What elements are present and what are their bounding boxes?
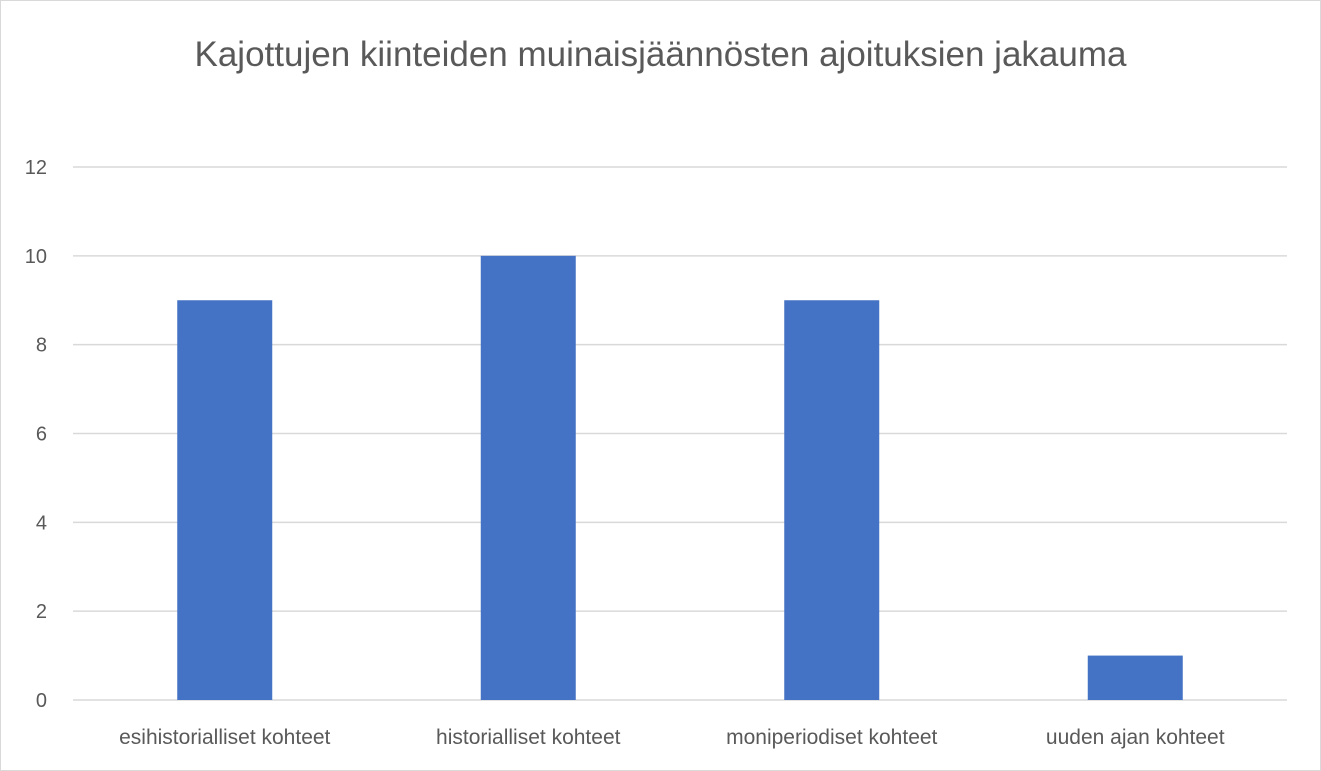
y-axis-ticks: 0 2 4 6 8 10 12 (25, 157, 47, 712)
y-tick-label: 8 (36, 335, 47, 357)
x-category-label: historialliset kohteet (436, 726, 621, 749)
y-tick-label: 2 (36, 601, 47, 623)
y-tick-label: 10 (25, 246, 47, 268)
y-tick-label: 0 (36, 690, 47, 712)
bar (1087, 655, 1183, 700)
chart-title: Kajottujen kiinteiden muinaisjäännösten … (194, 35, 1127, 74)
x-axis-labels: esihistorialliset kohteet historialliset … (119, 726, 1225, 749)
bars (177, 255, 1183, 701)
y-tick-label: 6 (36, 424, 47, 446)
bar (177, 300, 273, 700)
x-category-label: moniperiodiset kohteet (726, 726, 937, 749)
gridlines (73, 166, 1287, 701)
y-tick-label: 12 (25, 157, 47, 179)
bar (784, 300, 880, 700)
x-category-label: esihistorialliset kohteet (119, 726, 330, 749)
y-tick-label: 4 (36, 512, 47, 534)
x-category-label: uuden ajan kohteet (1046, 726, 1225, 749)
bar (480, 255, 576, 701)
